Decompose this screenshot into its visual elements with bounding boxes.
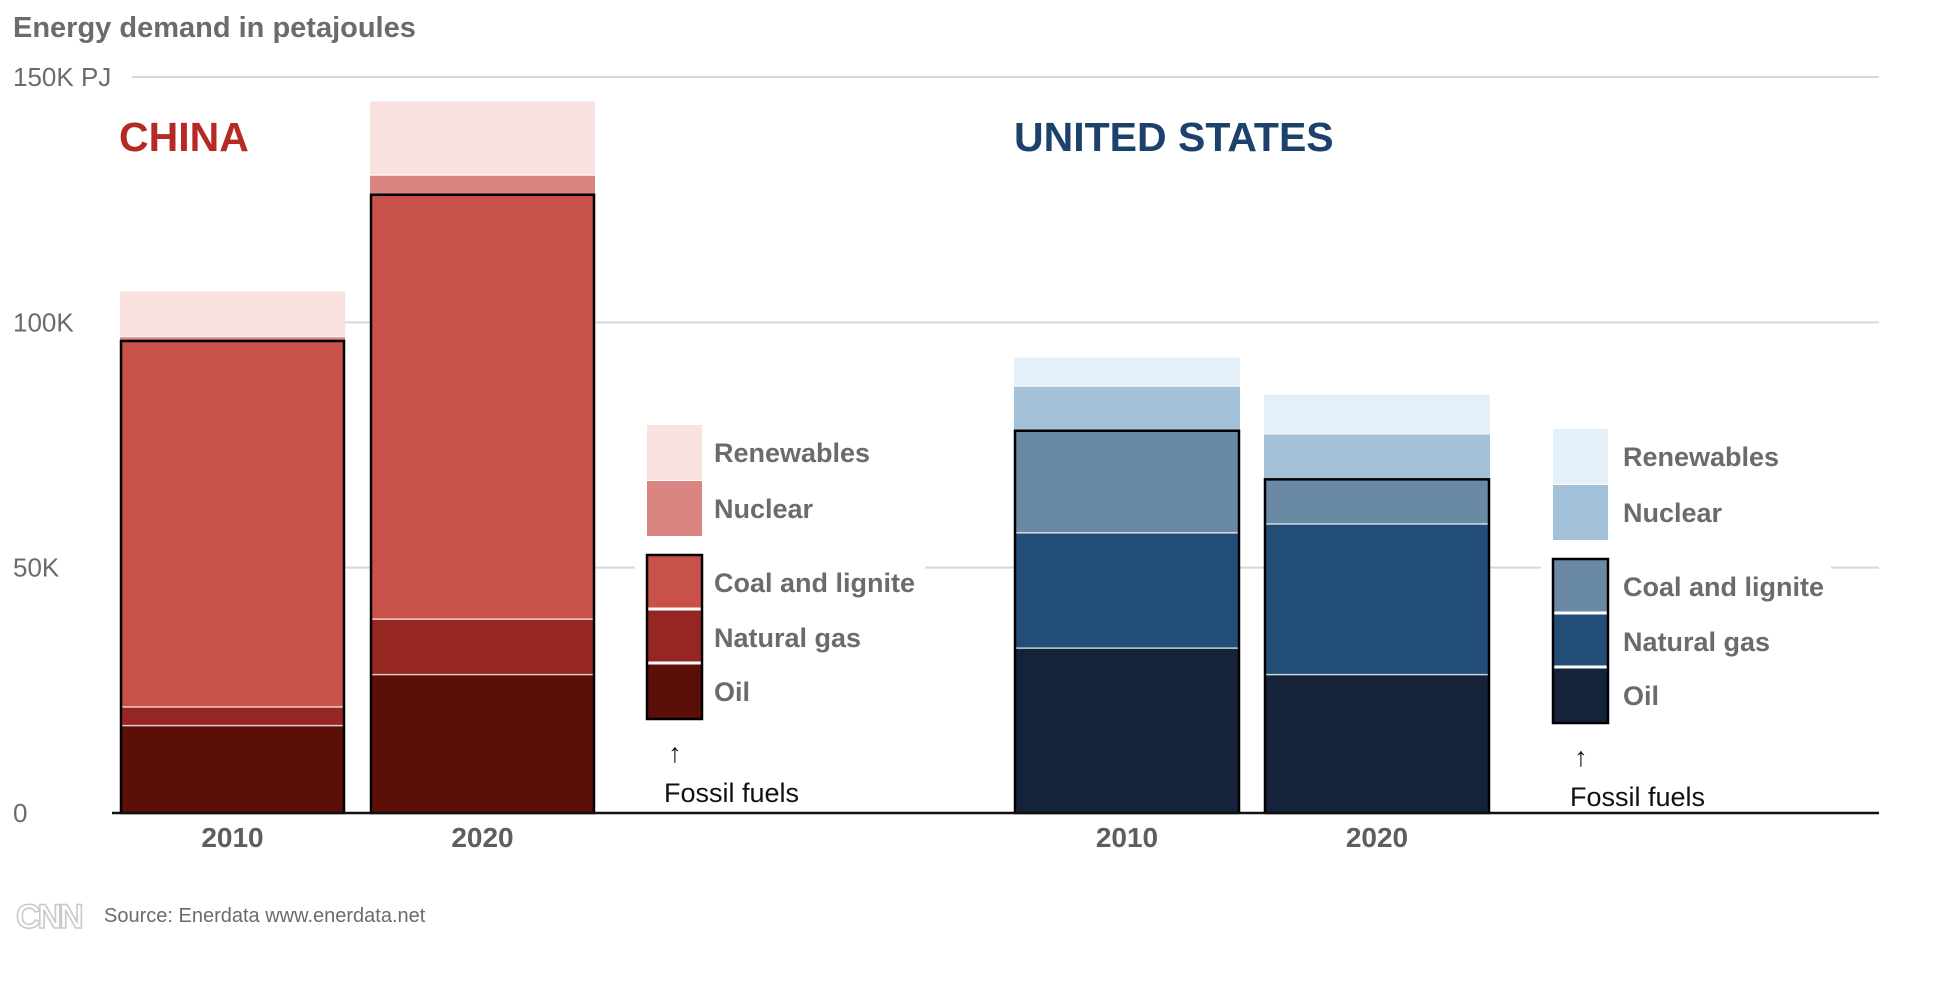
- bar-segment-nuclear: [120, 336, 345, 341]
- fossil-fuels-label: Fossil fuels: [1570, 782, 1705, 812]
- legend-label-coal-and-lignite: Coal and lignite: [1623, 572, 1824, 602]
- bar-segment-oil: [1014, 648, 1240, 813]
- legend-fossil-outline: [1551, 557, 1610, 725]
- bar-segment-natural-gas: [1264, 523, 1490, 675]
- legend-swatch-natural-gas: [647, 610, 702, 665]
- bar-segment-oil: [370, 674, 595, 813]
- bar-segment-renewables: [120, 291, 345, 337]
- legend-label-natural-gas: Natural gas: [714, 623, 861, 653]
- legend-swatch-natural-gas: [1553, 614, 1608, 669]
- bar-segment-renewables: [1264, 394, 1490, 434]
- labels: Energy demand in petajoules 0 50K 100K 150K …: [13, 12, 1408, 937]
- bar-segment-coal-and-lignite: [1264, 479, 1490, 524]
- legend-swatch-coal-and-lignite: [1553, 559, 1608, 614]
- bar-segment-renewables: [370, 101, 595, 176]
- bar-segment-nuclear: [370, 175, 595, 195]
- source-note: Source: Enerdata www.enerdata.net: [104, 905, 426, 927]
- bar-segment-oil: [120, 725, 345, 813]
- y-tick-label: 100K: [13, 307, 74, 337]
- bar-segment-nuclear: [1264, 433, 1490, 480]
- bar-segment-natural-gas: [1014, 532, 1240, 649]
- bar-segment-natural-gas: [120, 707, 345, 726]
- x-tick-label: 2010: [1096, 822, 1158, 853]
- y-tick-label: 150K PJ: [13, 62, 111, 92]
- legend-label-nuclear: Nuclear: [714, 494, 814, 524]
- country-label-china: CHINA: [119, 114, 249, 160]
- up-arrow-icon: ↑: [1574, 742, 1588, 772]
- bar-segment-oil: [1264, 674, 1490, 813]
- legend-swatch-oil: [647, 664, 702, 719]
- y-tick-label: 50K: [13, 553, 60, 583]
- bars: [119, 101, 1491, 815]
- up-arrow-icon: ↑: [668, 738, 682, 768]
- legend-label-renewables: Renewables: [714, 438, 870, 468]
- legend-swatch-renewables: [647, 425, 702, 480]
- legend-swatch-nuclear: [1553, 485, 1608, 540]
- chart-title: Energy demand in petajoules: [13, 12, 416, 44]
- legends: Renewables Nuclear Coal and lignite Natural…: [635, 417, 1831, 812]
- bar-segment-natural-gas: [370, 619, 595, 675]
- x-tick-label: 2010: [201, 822, 263, 853]
- legend-label-coal-and-lignite: Coal and lignite: [714, 568, 915, 598]
- bar-segment-coal-and-lignite: [370, 194, 595, 620]
- legend-label-oil: Oil: [714, 677, 750, 707]
- bar-segment-coal-and-lignite: [1014, 430, 1240, 533]
- bar-segment-coal-and-lignite: [120, 340, 345, 708]
- legend-fossil-outline: [645, 553, 704, 721]
- legend-swatch-oil: [1553, 668, 1608, 723]
- legend-label-natural-gas: Natural gas: [1623, 627, 1770, 657]
- y-tick-label: 0: [13, 798, 27, 828]
- legend-label-nuclear: Nuclear: [1623, 498, 1723, 528]
- cnn-logo: CNN: [16, 898, 82, 936]
- country-label-united-states: UNITED STATES: [1014, 114, 1334, 160]
- fossil-fuels-label: Fossil fuels: [664, 778, 799, 808]
- legend-swatch-renewables: [1553, 429, 1608, 484]
- legend-swatch-coal-and-lignite: [647, 555, 702, 610]
- bar-segment-renewables: [1014, 357, 1240, 387]
- x-tick-label: 2020: [451, 822, 513, 853]
- x-tick-label: 2020: [1346, 822, 1408, 853]
- bar-segment-nuclear: [1014, 386, 1240, 431]
- legend-swatch-nuclear: [647, 481, 702, 536]
- legend-label-renewables: Renewables: [1623, 442, 1779, 472]
- legend-label-oil: Oil: [1623, 681, 1659, 711]
